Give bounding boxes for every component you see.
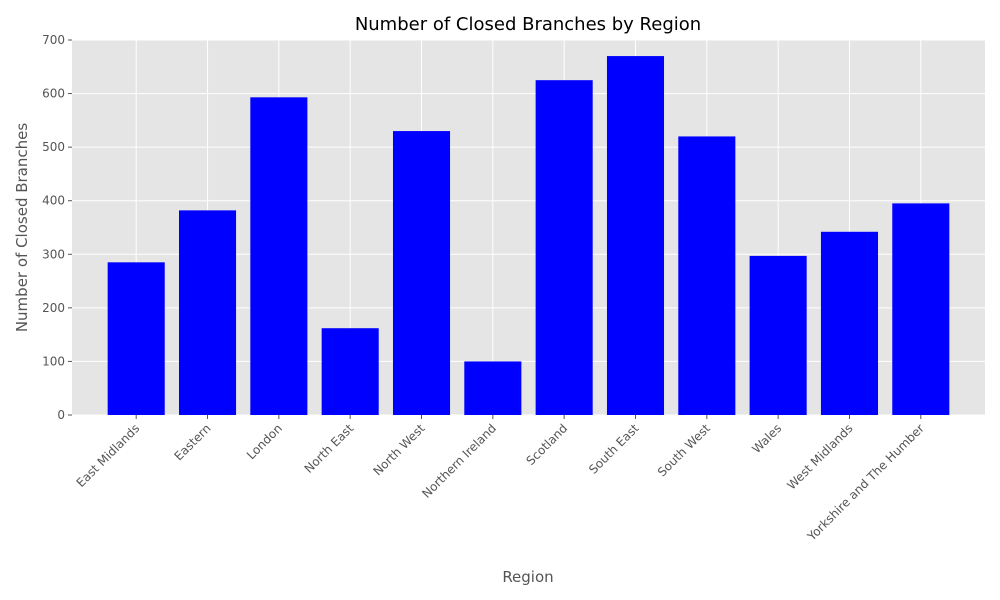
x-tick-label: Eastern <box>171 421 213 463</box>
bar-london <box>250 97 308 416</box>
x-tick-label: Yorkshire and The Humber <box>804 421 927 544</box>
y-tick-label: 400 <box>42 194 65 208</box>
bar-east-midlands <box>107 262 165 415</box>
x-tick-label: North West <box>370 421 427 478</box>
bar-scotland <box>535 80 593 415</box>
y-tick-label: 200 <box>42 301 65 315</box>
x-tick-label: Northern Ireland <box>419 421 499 501</box>
y-axis-ticks: 0 100 200 300 400 500 600 700 <box>42 33 72 422</box>
y-tick-label: 700 <box>42 33 65 47</box>
x-tick-label: South West <box>655 421 713 479</box>
y-tick-label: 300 <box>42 247 65 261</box>
bar-north-west <box>392 131 451 416</box>
x-tick-label: West Midlands <box>784 421 855 492</box>
x-tick-label: Scotland <box>523 421 570 468</box>
y-axis-label: Number of Closed Branches <box>13 123 31 333</box>
bar-yorkshire-and-the-humber <box>892 203 950 415</box>
x-axis-ticks: East Midlands Eastern London North East Nort… <box>74 415 927 544</box>
y-tick-label: 600 <box>42 87 65 101</box>
x-tick-label: Wales <box>749 421 784 456</box>
x-tick-label: East Midlands <box>74 421 143 490</box>
bars <box>107 56 950 416</box>
y-tick-label: 100 <box>42 354 65 368</box>
bar-south-east <box>606 56 665 415</box>
x-axis-label: Region <box>502 568 553 586</box>
bar-south-west <box>678 136 736 415</box>
bar-west-midlands <box>820 231 879 415</box>
bar-north-east <box>321 328 379 415</box>
chart-title: Number of Closed Branches by Region <box>355 14 701 35</box>
bar-eastern <box>178 210 237 415</box>
bar-wales <box>749 255 807 415</box>
x-tick-label: London <box>244 421 285 462</box>
y-tick-label: 0 <box>57 408 65 422</box>
x-tick-label: South East <box>586 421 642 477</box>
y-tick-label: 500 <box>42 140 65 154</box>
x-tick-label: North East <box>302 421 357 476</box>
bar-northern-ireland <box>464 361 522 415</box>
